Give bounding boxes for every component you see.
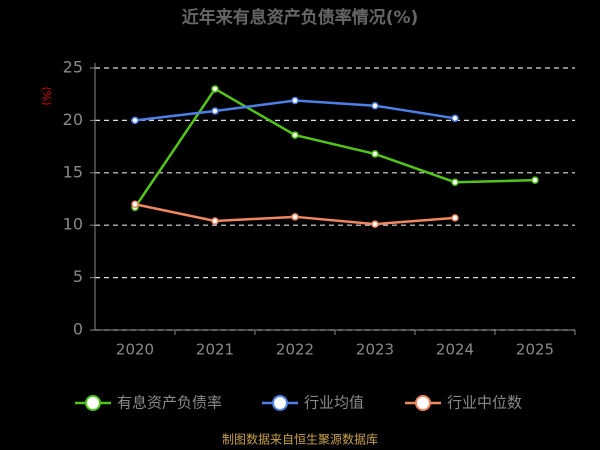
y-tick-label: 20: [63, 110, 83, 129]
data-point: [371, 220, 379, 228]
data-point: [211, 217, 219, 225]
data-point: [211, 107, 219, 115]
data-point: [531, 176, 539, 184]
y-tick-label: 10: [63, 215, 83, 234]
legend-label: 有息资产负债率: [117, 394, 222, 412]
y-tick-label: 25: [63, 58, 83, 77]
x-tick-label: 2023: [356, 341, 394, 359]
data-point: [291, 131, 299, 139]
data-point: [371, 101, 379, 110]
legend-label: 行业中位数: [447, 394, 522, 412]
x-tick-label: 2021: [196, 341, 234, 359]
data-point: [131, 116, 139, 125]
data-point: [451, 214, 459, 222]
chart-title: 近年来有息资产负债率情况(%): [182, 7, 419, 28]
data-point: [291, 213, 299, 221]
source-note: 制图数据来自恒生聚源数据库: [222, 432, 378, 447]
y-tick-label: 0: [73, 320, 83, 339]
data-point: [451, 178, 459, 186]
data-point: [371, 150, 379, 158]
legend-marker: [272, 395, 288, 411]
data-point: [291, 96, 299, 105]
x-tick-label: 2025: [516, 341, 554, 359]
legend-marker: [415, 395, 431, 411]
series-line: [133, 87, 536, 209]
legend-label: 行业均值: [304, 394, 364, 412]
data-point: [131, 200, 139, 208]
legend-marker: [85, 395, 101, 411]
y-tick-label: 15: [63, 162, 83, 181]
x-tick-label: 2022: [276, 341, 314, 359]
y-axis-label: (%): [40, 86, 53, 105]
data-point: [451, 114, 459, 123]
data-point: [211, 85, 219, 93]
y-tick-label: 5: [73, 267, 83, 286]
x-tick-label: 2020: [116, 341, 154, 359]
x-tick-label: 2024: [436, 341, 474, 359]
